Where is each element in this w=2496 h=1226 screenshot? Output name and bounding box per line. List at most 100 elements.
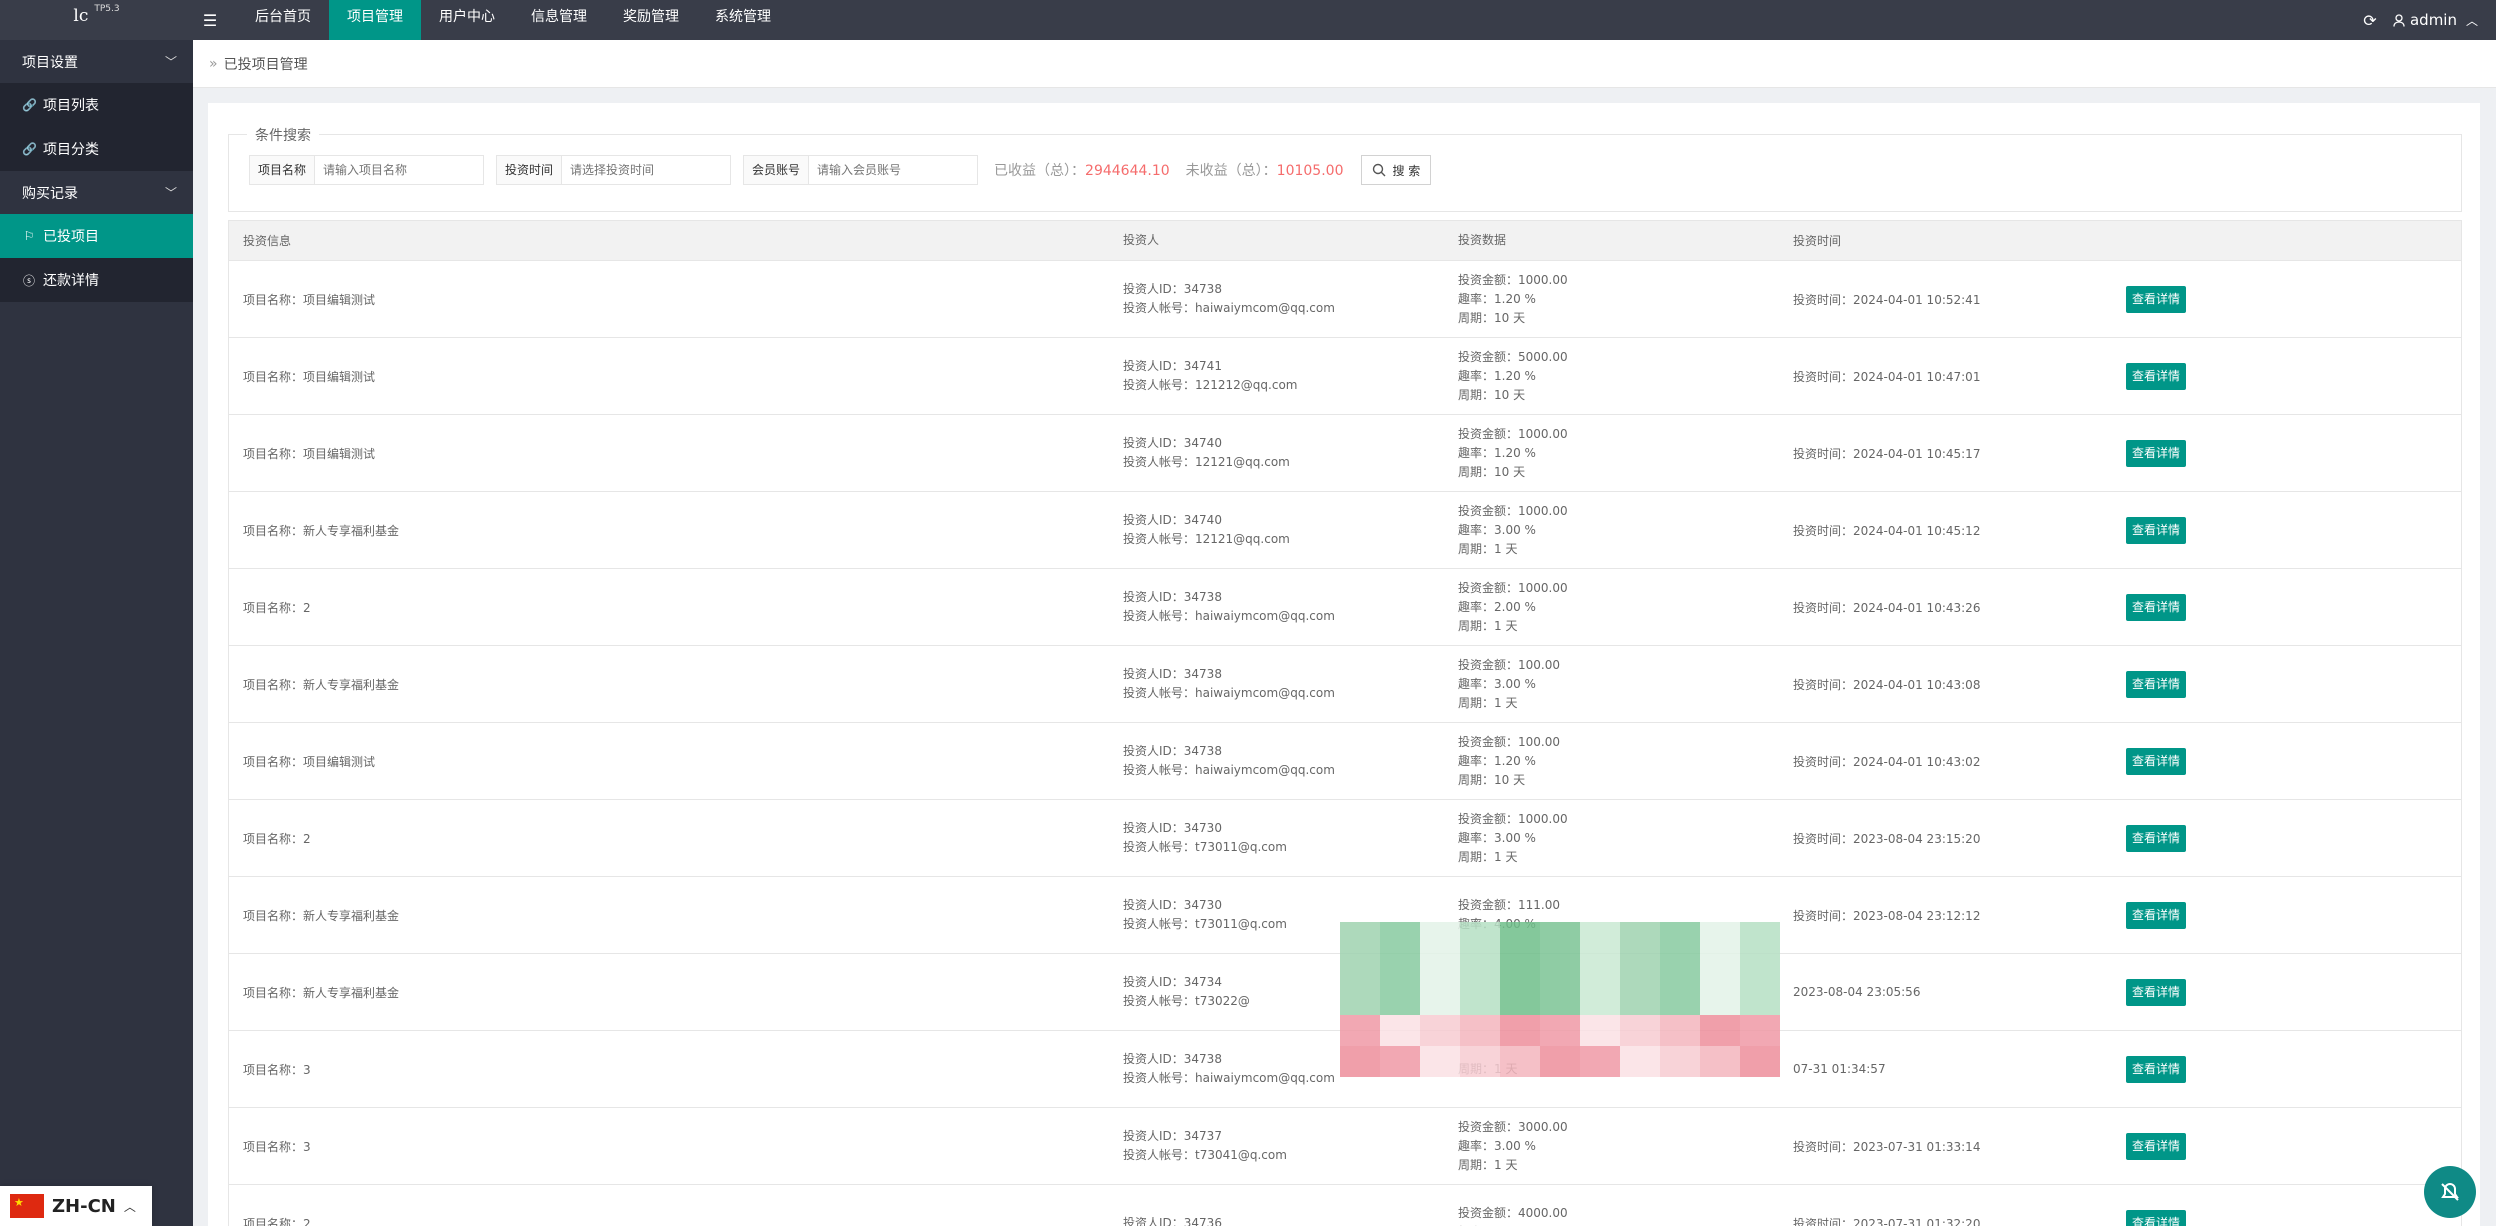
- logo-text: lc: [73, 6, 89, 26]
- invest-period: 周期：1 天: [1458, 541, 1518, 556]
- member-account-input[interactable]: [809, 156, 978, 184]
- view-details-button[interactable]: 查看详情: [2126, 439, 2187, 467]
- investor-cell: 投资人ID：34730 投资人帐号：t73011@q.com: [1121, 819, 1456, 857]
- investor-id: 投资人ID：34734: [1123, 975, 1222, 989]
- header-invest-info: 投资信息: [243, 234, 292, 248]
- view-details-button[interactable]: 查看详情: [2126, 670, 2187, 698]
- invest-time: 投资时间：2023-07-31 01:32:20: [1793, 1216, 1981, 1226]
- blur-cell: [1460, 953, 1500, 984]
- investor-id: 投资人ID：34738: [1123, 1052, 1222, 1066]
- view-details-button[interactable]: 查看详情: [2126, 901, 2187, 929]
- top-nav-item[interactable]: 用户中心: [439, 9, 495, 25]
- header-investor: 投资人: [1123, 233, 1160, 247]
- sidebar-item-label: 还款详情: [43, 273, 99, 289]
- table-row: 项目名称：新人专享福利基金 投资人ID：34738 投资人帐号：haiwaiymco…: [229, 646, 2461, 723]
- investor-id: 投资人ID：34730: [1123, 898, 1222, 912]
- top-nav-item[interactable]: 项目管理: [329, 0, 421, 40]
- blur-cell: [1580, 984, 1620, 1015]
- blur-cell: [1660, 1046, 1700, 1077]
- project-name: 项目名称：新人专享福利基金: [243, 677, 400, 692]
- view-details-button[interactable]: 查看详情: [2126, 362, 2187, 390]
- invest-amount: 投资金额：5000.00: [1458, 349, 1568, 364]
- invest-data-cell: 投资金额：1000.00 趣率：3.00 % 周期：1 天: [1456, 502, 1791, 559]
- project-name: 项目名称：新人专享福利基金: [243, 523, 400, 538]
- sidebar-item-invested-projects[interactable]: ⚐ 已投项目: [0, 214, 193, 258]
- invest-time: 2023-08-04 23:05:56: [1793, 985, 1921, 999]
- investor-cell: 投资人ID：34738 投资人帐号：haiwaiymcom@qq.com: [1121, 588, 1456, 626]
- invest-time: 投资时间：2024-04-01 10:43:02: [1793, 754, 1981, 769]
- sidebar-item-project-list[interactable]: 🔗 项目列表: [0, 83, 193, 127]
- investor-cell: 投资人ID：34740 投资人帐号：12121@qq.com: [1121, 511, 1456, 549]
- view-details-button[interactable]: 查看详情: [2126, 1209, 2187, 1226]
- unearned-total: 未收益（总）：10105.00: [1186, 160, 1344, 180]
- help-bell-icon[interactable]: [2424, 1166, 2476, 1218]
- chevron-up-icon: ︿: [123, 1199, 136, 1214]
- invest-period: 周期：10 天: [1458, 387, 1526, 402]
- top-nav-item[interactable]: 信息管理: [531, 9, 587, 25]
- blur-cell: [1460, 922, 1500, 953]
- blur-cell: [1540, 922, 1580, 953]
- investor-id: 投资人ID：34741: [1123, 359, 1222, 373]
- search-panel: 条件搜索 项目名称 投资时间 会员账号 已收益（总）：2944644.10 未收…: [228, 125, 2462, 212]
- sidebar-item-label: 已投项目: [43, 229, 99, 245]
- top-nav-item[interactable]: 系统管理: [715, 9, 771, 25]
- invest-time: 投资时间：2024-04-01 10:45:12: [1793, 523, 1981, 538]
- project-name: 项目名称：2: [243, 600, 311, 615]
- top-nav: 后台首页 项目管理 用户中心 信息管理 奖励管理 系统管理: [237, 0, 789, 40]
- top-nav-item[interactable]: 奖励管理: [623, 9, 679, 25]
- table-row: 项目名称：项目编辑测试 投资人ID：34738 投资人帐号：haiwaiymcom@…: [229, 261, 2461, 338]
- blur-cell: [1620, 1046, 1660, 1077]
- project-name: 项目名称：项目编辑测试: [243, 292, 376, 307]
- sidebar-group-project-settings[interactable]: 项目设置 ﹀: [0, 40, 193, 83]
- action-cell: 查看详情: [2126, 516, 2426, 544]
- invest-period: 周期：1 天: [1458, 849, 1518, 864]
- blur-cell: [1500, 953, 1540, 984]
- sidebar-group-purchase-records[interactable]: 购买记录 ﹀: [0, 171, 193, 214]
- sidebar-group-label: 购买记录: [22, 185, 78, 202]
- blur-cell: [1500, 1015, 1540, 1046]
- action-cell: 查看详情: [2126, 1132, 2426, 1160]
- project-name: 项目名称：2: [243, 831, 311, 846]
- view-details-button[interactable]: 查看详情: [2126, 978, 2187, 1006]
- invest-data-cell: 投资金额：1000.00 趣率：3.00 % 周期：1 天: [1456, 810, 1791, 867]
- view-details-button[interactable]: 查看详情: [2126, 593, 2187, 621]
- project-name-field: 项目名称: [249, 155, 485, 185]
- unearned-label: 未收益（总）：: [1185, 163, 1277, 179]
- blur-cell: [1580, 1015, 1620, 1046]
- investor-cell: 投资人ID：34730 投资人帐号：t73011@q.com: [1121, 896, 1456, 934]
- view-details-button[interactable]: 查看详情: [2126, 285, 2187, 313]
- table-row: 项目名称：3 投资人ID：34738 投资人帐号：haiwaiymcom@qq.co…: [229, 1031, 2461, 1108]
- invest-data-cell: 投资金额：100.00 趣率：1.20 % 周期：10 天: [1456, 733, 1791, 790]
- project-name: 项目名称：项目编辑测试: [243, 754, 376, 769]
- invest-amount: 投资金额：3000.00: [1458, 1119, 1568, 1134]
- user-name: admin: [2409, 11, 2457, 29]
- invest-time-input[interactable]: [562, 156, 731, 184]
- blur-cell: [1540, 1015, 1580, 1046]
- user-menu[interactable]: admin ︿: [2393, 11, 2496, 29]
- refresh-icon[interactable]: ⟳: [2363, 10, 2377, 30]
- blur-cell: [1420, 984, 1460, 1015]
- search-button[interactable]: 搜 索: [1361, 155, 1432, 185]
- investor-account: 投资人帐号：haiwaiymcom@qq.com: [1123, 1071, 1335, 1085]
- sidebar: 项目设置 ﹀ 🔗 项目列表 🔗 项目分类 购买记录 ﹀ ⚐ 已投项目 ⓢ 还款详…: [0, 40, 193, 1226]
- blur-cell: [1420, 922, 1460, 953]
- blur-cell: [1740, 1046, 1780, 1077]
- menu-toggle-icon[interactable]: ☰: [202, 10, 218, 30]
- logo[interactable]: lc TP5.3: [0, 0, 193, 40]
- view-details-button[interactable]: 查看详情: [2126, 1132, 2187, 1160]
- view-details-button[interactable]: 查看详情: [2126, 824, 2187, 852]
- table-header: 投资信息 投资人 投资数据 投资时间: [229, 221, 2461, 261]
- project-name-input[interactable]: [315, 156, 484, 184]
- view-details-button[interactable]: 查看详情: [2126, 1055, 2187, 1083]
- view-details-button[interactable]: 查看详情: [2126, 516, 2187, 544]
- investor-account: 投资人帐号：haiwaiymcom@qq.com: [1123, 686, 1335, 700]
- top-nav-item[interactable]: 后台首页: [255, 9, 311, 25]
- blur-cell: [1700, 922, 1740, 953]
- language-switcher[interactable]: ★ ZH-CN ︿: [0, 1186, 152, 1226]
- link-icon: 🔗: [22, 98, 37, 112]
- sidebar-item-repayment-details[interactable]: ⓢ 还款详情: [0, 258, 193, 302]
- sidebar-item-project-category[interactable]: 🔗 项目分类: [0, 127, 193, 171]
- blur-cell: [1620, 953, 1660, 984]
- view-details-button[interactable]: 查看详情: [2126, 747, 2187, 775]
- invest-amount: 投资金额：1000.00: [1458, 811, 1568, 826]
